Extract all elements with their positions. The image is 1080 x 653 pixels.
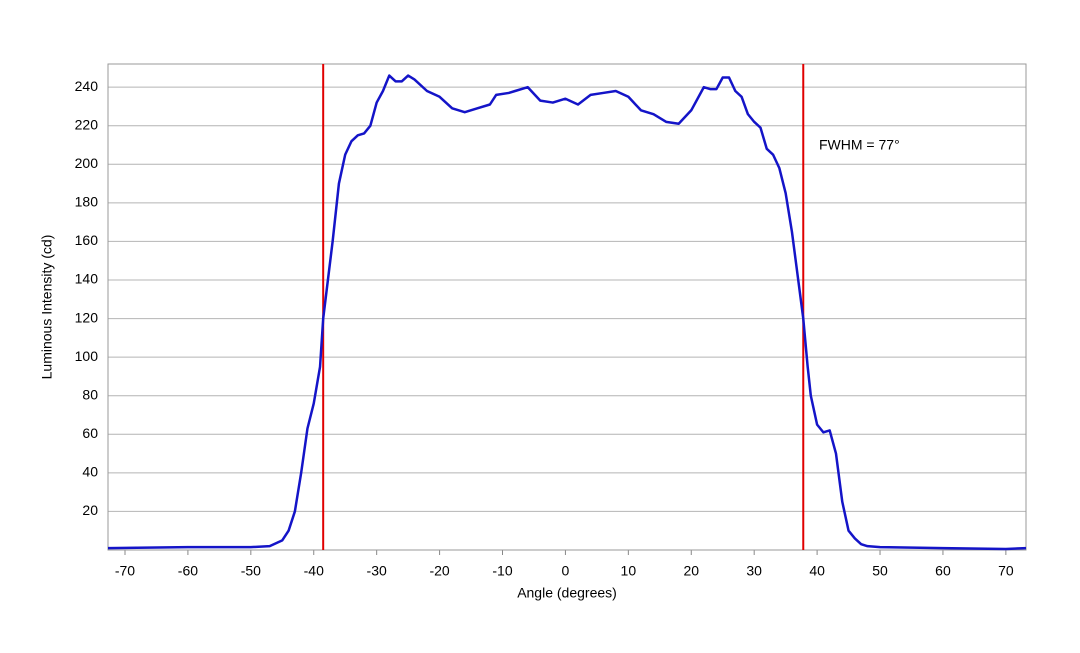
x-tick-label: 50 <box>872 563 888 579</box>
x-tick-label: 0 <box>562 563 570 579</box>
y-tick-label: 200 <box>75 155 99 171</box>
x-tick-label: -50 <box>241 563 261 579</box>
x-tick-label: -40 <box>304 563 324 579</box>
y-tick-label: 220 <box>75 116 99 132</box>
y-tick-label: 240 <box>75 78 99 94</box>
x-tick-label: -10 <box>492 563 512 579</box>
annotation: FWHM = 77° <box>819 137 900 153</box>
plot-frame <box>107 63 1027 551</box>
x-axis-label: Angle (degrees) <box>517 585 617 601</box>
y-tick-label: 80 <box>82 386 98 402</box>
x-tick-label: 10 <box>621 563 637 579</box>
x-tick-label: -60 <box>178 563 198 579</box>
y-tick-label: 40 <box>82 464 98 480</box>
y-tick-label: 100 <box>75 348 99 364</box>
x-tick-label: 30 <box>746 563 762 579</box>
x-tick-label: 40 <box>809 563 825 579</box>
y-tick-label: 60 <box>82 425 98 441</box>
y-tick-label: 160 <box>75 232 99 248</box>
x-tick-label: 20 <box>683 563 699 579</box>
x-tick-label: -30 <box>367 563 387 579</box>
x-tick-label: -20 <box>429 563 449 579</box>
x-tick-label: 70 <box>998 563 1014 579</box>
y-tick-label: 140 <box>75 271 99 287</box>
y-tick-label: 20 <box>82 502 98 518</box>
y-tick-label: 120 <box>75 309 99 325</box>
y-axis-label: Luminous Intensity (cd) <box>39 235 55 380</box>
data-line <box>107 74 1027 551</box>
x-tick-label: 60 <box>935 563 951 579</box>
y-tick-label: 180 <box>75 194 99 210</box>
x-tick-label: -70 <box>115 563 135 579</box>
